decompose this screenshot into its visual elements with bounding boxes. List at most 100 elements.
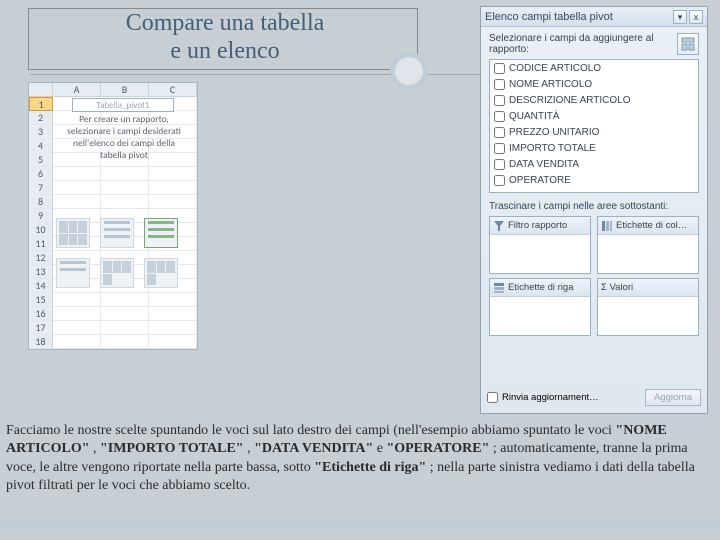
row-number[interactable]: 6 bbox=[29, 167, 53, 181]
caption-text: Facciamo le nostre scelte spuntando le v… bbox=[6, 423, 615, 438]
layout-icon-selected[interactable] bbox=[144, 218, 178, 248]
field-checkbox[interactable] bbox=[494, 111, 505, 122]
row-number[interactable]: 4 bbox=[29, 139, 53, 153]
zone-row-labels[interactable]: Etichette di riga bbox=[489, 278, 591, 336]
caption-text: e bbox=[377, 441, 387, 456]
columns-icon bbox=[601, 220, 613, 232]
slide-title: Compare una tabella e un elenco bbox=[40, 10, 410, 65]
field-checkbox[interactable] bbox=[494, 63, 505, 74]
cell[interactable] bbox=[149, 335, 197, 349]
pivot-field-list-panel: Elenco campi tabella pivot ▾ x Seleziona… bbox=[480, 6, 708, 414]
cell[interactable] bbox=[101, 181, 149, 195]
field-item[interactable]: PREZZO UNITARIO bbox=[490, 124, 698, 140]
update-button[interactable]: Aggiorna bbox=[645, 389, 701, 406]
zone-column-labels[interactable]: Etichette di col… bbox=[597, 216, 699, 274]
title-line-1: Compare una tabella bbox=[126, 10, 325, 36]
rows-icon bbox=[493, 282, 505, 294]
field-item[interactable]: OPERATORE bbox=[490, 172, 698, 188]
title-line-2: e un elenco bbox=[170, 38, 279, 64]
field-checkbox[interactable] bbox=[494, 95, 505, 106]
row-number[interactable]: 18 bbox=[29, 335, 53, 349]
field-item[interactable]: CODICE ARTICOLO bbox=[490, 60, 698, 76]
field-item[interactable]: QUANTITÀ bbox=[490, 108, 698, 124]
ring-decoration bbox=[390, 52, 428, 90]
cell[interactable] bbox=[101, 167, 149, 181]
field-item[interactable]: DESCRIZIONE ARTICOLO bbox=[490, 92, 698, 108]
page-accent-bar bbox=[0, 518, 720, 530]
field-checkbox[interactable] bbox=[494, 159, 505, 170]
col-b[interactable]: B bbox=[101, 83, 149, 97]
cell[interactable] bbox=[53, 181, 101, 195]
cell[interactable] bbox=[101, 307, 149, 321]
zone-label: Σ Valori bbox=[601, 282, 633, 293]
field-item[interactable]: DATA VENDITA bbox=[490, 156, 698, 172]
cell[interactable] bbox=[149, 293, 197, 307]
funnel-icon bbox=[493, 220, 505, 232]
sheet-row: 17 bbox=[29, 321, 197, 335]
field-checkbox[interactable] bbox=[494, 79, 505, 90]
row-number[interactable]: 10 bbox=[29, 223, 53, 237]
cell[interactable] bbox=[149, 167, 197, 181]
cell[interactable] bbox=[53, 321, 101, 335]
field-checkbox[interactable] bbox=[494, 143, 505, 154]
cell[interactable] bbox=[149, 195, 197, 209]
layout-icon[interactable] bbox=[100, 218, 134, 248]
field-checkbox[interactable] bbox=[494, 127, 505, 138]
layout-icon[interactable] bbox=[100, 258, 134, 288]
field-label: NOME ARTICOLO bbox=[509, 79, 592, 90]
field-item[interactable]: IMPORTO TOTALE bbox=[490, 140, 698, 156]
row-number[interactable]: 2 bbox=[29, 111, 53, 125]
panel-title: Elenco campi tabella pivot bbox=[485, 11, 613, 23]
cell[interactable] bbox=[149, 181, 197, 195]
col-a[interactable]: A bbox=[53, 83, 101, 97]
row-number[interactable]: 8 bbox=[29, 195, 53, 209]
sheet-row: 16 bbox=[29, 307, 197, 321]
zone-values[interactable]: Σ Valori bbox=[597, 278, 699, 336]
field-item[interactable]: NOME ARTICOLO bbox=[490, 76, 698, 92]
row-number[interactable]: 3 bbox=[29, 125, 53, 139]
cell[interactable] bbox=[53, 307, 101, 321]
col-c[interactable]: C bbox=[149, 83, 197, 97]
layout-dropdown-icon[interactable] bbox=[677, 33, 699, 55]
cell[interactable] bbox=[53, 195, 101, 209]
sheet-row: 8 bbox=[29, 195, 197, 209]
row-number[interactable]: 9 bbox=[29, 209, 53, 223]
field-label: DESCRIZIONE ARTICOLO bbox=[509, 95, 631, 106]
close-icon[interactable]: x bbox=[689, 10, 703, 24]
cell[interactable] bbox=[53, 167, 101, 181]
cell[interactable] bbox=[101, 321, 149, 335]
cell[interactable] bbox=[149, 307, 197, 321]
row-number[interactable]: 12 bbox=[29, 251, 53, 265]
cell[interactable] bbox=[53, 293, 101, 307]
row-number[interactable]: 14 bbox=[29, 279, 53, 293]
field-label: PREZZO UNITARIO bbox=[509, 127, 599, 138]
row-number[interactable]: 15 bbox=[29, 293, 53, 307]
cell[interactable] bbox=[101, 195, 149, 209]
row-number[interactable]: 5 bbox=[29, 153, 53, 167]
zone-label: Etichette di riga bbox=[508, 282, 573, 293]
row-number[interactable]: 13 bbox=[29, 265, 53, 279]
cell[interactable] bbox=[149, 321, 197, 335]
layout-icon[interactable] bbox=[56, 258, 90, 288]
row-number[interactable]: 16 bbox=[29, 307, 53, 321]
panel-titlebar[interactable]: Elenco campi tabella pivot ▾ x bbox=[481, 7, 707, 27]
caption-paragraph: Facciamo le nostre scelte spuntando le v… bbox=[6, 422, 714, 496]
row-number[interactable]: 7 bbox=[29, 181, 53, 195]
zone-report-filter[interactable]: Filtro rapporto bbox=[489, 216, 591, 274]
layout-icon[interactable] bbox=[56, 218, 90, 248]
row-number[interactable]: 11 bbox=[29, 237, 53, 251]
sheet-row: 7 bbox=[29, 181, 197, 195]
column-headers: A B C bbox=[29, 83, 197, 97]
row-number[interactable]: 17 bbox=[29, 321, 53, 335]
drag-hint: Trascinare i campi nelle aree sottostant… bbox=[489, 201, 699, 212]
layout-icon[interactable] bbox=[144, 258, 178, 288]
cell[interactable] bbox=[101, 335, 149, 349]
field-checkbox[interactable] bbox=[494, 175, 505, 186]
caption-bold: "DATA VENDITA" bbox=[254, 441, 373, 456]
defer-update-checkbox[interactable] bbox=[487, 392, 498, 403]
field-label: DATA VENDITA bbox=[509, 159, 579, 170]
cell[interactable] bbox=[101, 293, 149, 307]
cell[interactable] bbox=[53, 335, 101, 349]
dropdown-icon[interactable]: ▾ bbox=[673, 10, 687, 24]
row-number[interactable]: 1 bbox=[29, 97, 53, 111]
